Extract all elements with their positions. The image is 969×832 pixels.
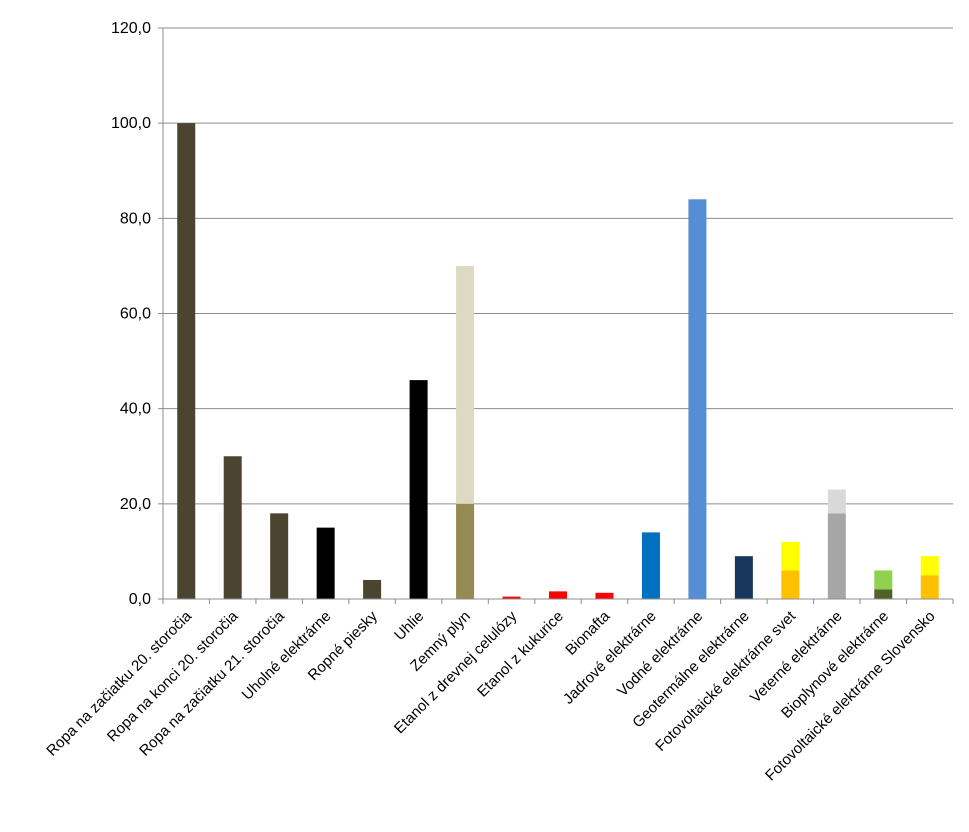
y-tick-label: 60,0 bbox=[120, 306, 151, 323]
bar-segment bbox=[874, 570, 893, 590]
bar-segment bbox=[270, 513, 289, 599]
bar-segment bbox=[920, 575, 939, 599]
bar-segment bbox=[549, 591, 567, 599]
bar-segment bbox=[827, 513, 846, 599]
y-tick-label: 40,0 bbox=[120, 401, 151, 418]
bar-segment bbox=[595, 592, 614, 599]
x-category-label: Etanol z kukurice bbox=[474, 608, 567, 701]
bar-segment bbox=[456, 503, 475, 599]
bar-segment bbox=[781, 570, 800, 599]
x-category-label: Uhlie bbox=[391, 608, 427, 644]
bars bbox=[177, 123, 939, 600]
bar-segment bbox=[827, 489, 846, 514]
bar-segment bbox=[223, 456, 242, 599]
bar-segment bbox=[920, 556, 939, 576]
y-tick-label: 80,0 bbox=[120, 210, 151, 227]
bar-segment bbox=[641, 532, 660, 599]
bar-segment bbox=[316, 527, 335, 599]
bar-segment bbox=[363, 579, 382, 599]
bar-segment bbox=[688, 199, 707, 600]
y-tick-label: 120,0 bbox=[111, 20, 151, 37]
gridlines bbox=[163, 27, 953, 505]
bar-segment bbox=[502, 596, 521, 599]
bar-segment bbox=[456, 265, 475, 504]
y-tick-label: 100,0 bbox=[111, 115, 151, 132]
bar-segment bbox=[409, 380, 428, 599]
bar-segment bbox=[177, 123, 196, 600]
bar-segment bbox=[874, 589, 893, 599]
bar-segment bbox=[781, 541, 800, 571]
y-tick-label: 0,0 bbox=[129, 591, 151, 608]
bar-segment bbox=[734, 556, 753, 599]
y-axis: 0,0 20,0 40,0 60,0 80,0 100,0 120,0 bbox=[111, 20, 164, 608]
y-tick-label: 20,0 bbox=[120, 496, 151, 513]
x-category-label: Fotovoltaické elektrárne Slovensko bbox=[762, 608, 939, 785]
x-category-label: Vodné elektrárne bbox=[614, 608, 706, 700]
